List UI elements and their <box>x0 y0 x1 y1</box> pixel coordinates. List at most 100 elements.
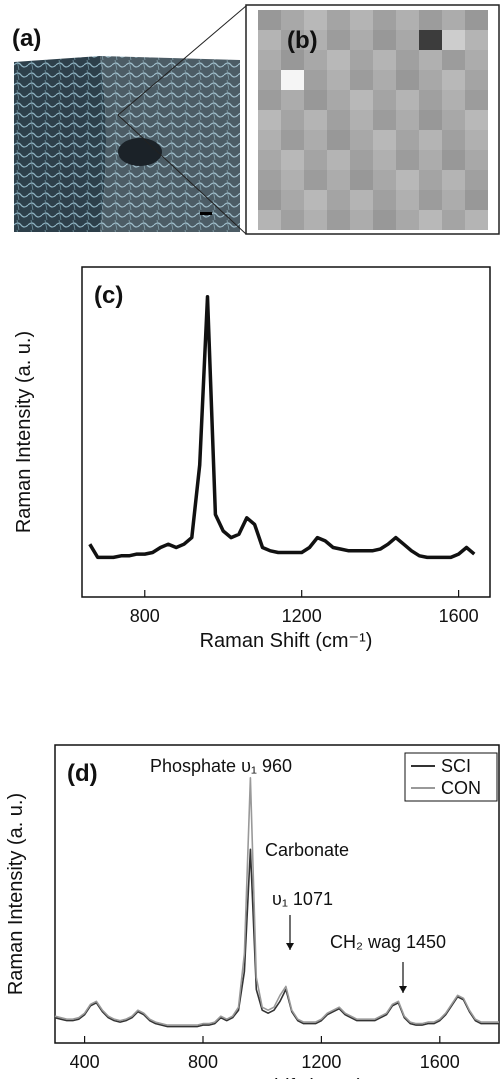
map-pixel <box>350 130 373 150</box>
map-pixel <box>419 50 442 70</box>
map-pixel <box>327 130 350 150</box>
micrograph <box>100 56 240 232</box>
map-pixel <box>281 90 304 110</box>
map-pixel <box>396 130 419 150</box>
map-pixel <box>396 110 419 130</box>
map-pixel <box>396 190 419 210</box>
map-pixel <box>350 210 373 230</box>
map-pixel <box>373 190 396 210</box>
map-pixel <box>396 50 419 70</box>
map-pixel <box>465 170 488 190</box>
map-pixel <box>442 70 465 90</box>
map-pixel <box>304 150 327 170</box>
map-pixel <box>419 70 442 90</box>
x-tick-label: 800 <box>130 606 160 626</box>
map-pixel <box>304 190 327 210</box>
map-pixel <box>442 130 465 150</box>
map-pixel <box>442 190 465 210</box>
map-pixel <box>373 210 396 230</box>
map-pixel <box>465 70 488 90</box>
legend-box <box>404 752 498 802</box>
annotation: Phosphate υ₁ 960 <box>150 756 292 776</box>
plot-frame <box>54 744 500 1044</box>
map-pixel <box>327 190 350 210</box>
map-pixel <box>465 50 488 70</box>
map-pixel <box>327 150 350 170</box>
map-pixel <box>258 10 281 30</box>
map-pixel <box>258 30 281 50</box>
map-pixel <box>442 170 465 190</box>
map-pixel <box>465 90 488 110</box>
map-pixel <box>396 150 419 170</box>
x-tick-label: 1200 <box>282 606 322 626</box>
map-pixel <box>419 30 442 50</box>
map-pixel <box>373 90 396 110</box>
map-pixel <box>281 170 304 190</box>
map-pixel <box>396 90 419 110</box>
map-pixel <box>419 170 442 190</box>
map-pixel <box>373 50 396 70</box>
charts: 800 1200 1600 Raman Shift (cm⁻¹) Raman Inten… <box>5 266 500 1079</box>
panel-label: (b) <box>287 27 318 54</box>
map-pixel <box>350 50 373 70</box>
panel-label: (c) <box>94 282 123 309</box>
map-pixel <box>304 70 327 90</box>
map-pixel <box>327 50 350 70</box>
map-pixel <box>281 10 304 30</box>
arrow-head <box>286 943 294 950</box>
map-pixel <box>350 170 373 190</box>
map-pixel <box>442 110 465 130</box>
map-pixel <box>304 10 327 30</box>
y-axis-label: Raman Intensity (a. u.) <box>13 331 35 533</box>
x-tick-label: 1600 <box>439 606 479 626</box>
map-pixel <box>465 110 488 130</box>
map-pixel <box>281 210 304 230</box>
map-pixel <box>281 190 304 210</box>
map-pixel <box>465 130 488 150</box>
map-pixel <box>419 110 442 130</box>
map-pixel <box>373 130 396 150</box>
x-tick-label: 1600 <box>420 1052 460 1072</box>
annotation: Carbonate <box>265 840 349 860</box>
map-pixel <box>350 150 373 170</box>
spectrum-line <box>88 294 476 560</box>
map-pixel <box>442 150 465 170</box>
map-pixel <box>327 70 350 90</box>
map-pixel <box>350 10 373 30</box>
panel-label: (d) <box>67 760 98 787</box>
map-pixel <box>258 150 281 170</box>
x-tick-label: 400 <box>70 1052 100 1072</box>
map-pixel <box>373 150 396 170</box>
raman-map <box>258 10 488 230</box>
panel-label: (a) <box>12 25 41 52</box>
map-pixel <box>304 110 327 130</box>
map-pixel <box>327 10 350 30</box>
map-pixel <box>350 30 373 50</box>
annotation: CH₂ wag 1450 <box>330 932 446 952</box>
map-pixel <box>419 130 442 150</box>
map-pixel <box>442 210 465 230</box>
map-pixel <box>304 130 327 150</box>
map-pixel <box>327 110 350 130</box>
map-pixel <box>281 70 304 90</box>
x-tick-label: 1200 <box>301 1052 341 1072</box>
map-pixel <box>304 170 327 190</box>
map-pixel <box>419 190 442 210</box>
map-pixel <box>419 90 442 110</box>
map-pixel <box>350 190 373 210</box>
micrograph-dark-region <box>118 138 162 166</box>
map-pixel <box>373 170 396 190</box>
map-pixel <box>258 190 281 210</box>
map-frame <box>245 4 500 235</box>
map-pixel <box>258 110 281 130</box>
arrow-head <box>399 986 407 993</box>
map-pixel <box>396 70 419 90</box>
map-pixel <box>350 70 373 90</box>
map-pixel <box>350 90 373 110</box>
map-pixel <box>373 10 396 30</box>
map-pixel <box>350 110 373 130</box>
map-pixel <box>281 130 304 150</box>
map-pixel <box>304 30 327 50</box>
